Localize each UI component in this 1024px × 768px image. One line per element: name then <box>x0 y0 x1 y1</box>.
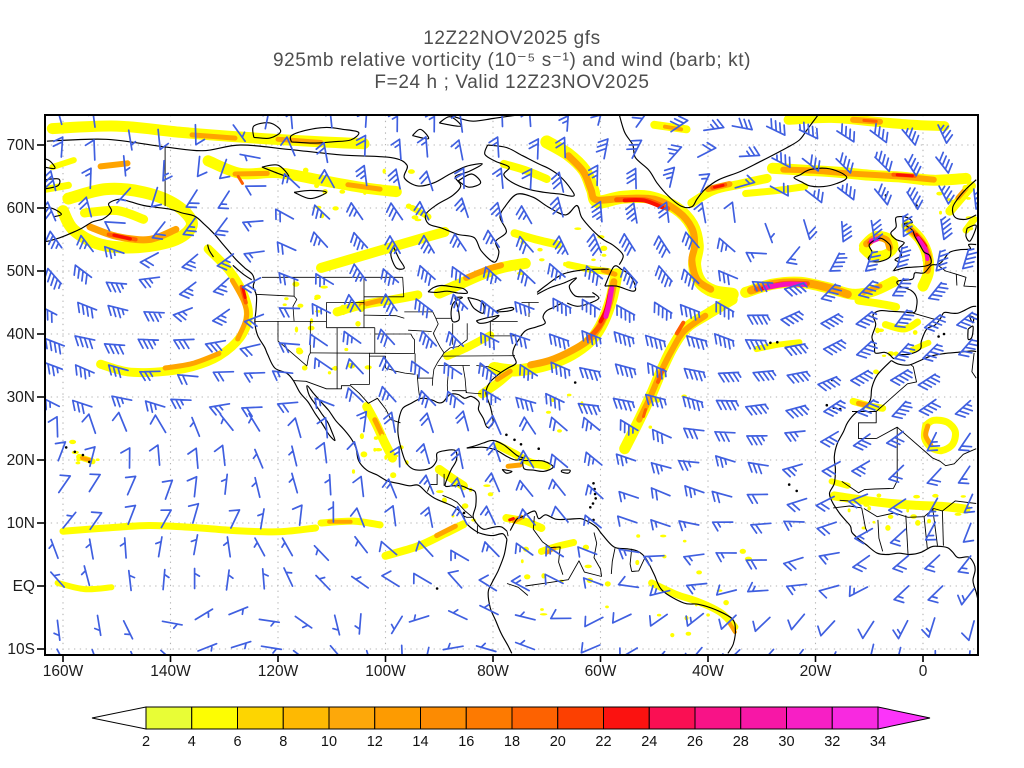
wind-barbs <box>45 115 978 655</box>
colorbar-tick-label: 30 <box>778 734 794 750</box>
colorbar-tick-label: 34 <box>870 734 886 750</box>
lon-tick-label: 40W <box>692 663 724 680</box>
colorbar-tick-label: 2 <box>142 734 150 750</box>
colorbar-segment <box>648 706 696 730</box>
colorbar-segment <box>374 706 421 730</box>
lon-tick-label: 120W <box>258 663 299 680</box>
colorbar-segment <box>465 706 513 730</box>
lon-tick-label: 100W <box>365 663 406 680</box>
colorbar-segment <box>511 706 559 730</box>
colorbar-tick-label: 22 <box>595 734 611 750</box>
colorbar-segment <box>786 706 833 730</box>
colorbar-segment <box>145 706 193 730</box>
lat-tick-label: 20N <box>7 452 35 469</box>
lon-tick-label: 60W <box>585 663 617 680</box>
colorbar-tick-label: 24 <box>641 734 657 750</box>
colorbar-tick-label: 8 <box>279 734 287 750</box>
colorbar-segment <box>831 706 879 730</box>
colorbar-tick-label: 26 <box>687 734 703 750</box>
colorbar-segment <box>420 706 467 730</box>
lat-tick-label: 10S <box>7 641 35 658</box>
colorbar-tick-label: 14 <box>412 734 428 750</box>
lon-tick-label: 20W <box>800 663 832 680</box>
colorbar-segment <box>191 706 238 730</box>
axis-labels: 70N 60N 50N 40N 30N 20N 10N EQ 10S 160W 140W 120W 10… <box>7 137 928 680</box>
lon-tick-label: 80W <box>477 663 509 680</box>
colorbar-segment <box>237 706 284 730</box>
map-frame <box>37 114 979 662</box>
vorticity-shading <box>45 115 978 638</box>
colorbar-segment <box>282 706 330 730</box>
colorbar-tick-label: 6 <box>233 734 241 750</box>
colorbar-tick-label: 10 <box>321 734 337 750</box>
colorbar-tick-label: 12 <box>367 734 383 750</box>
colorbar-segment <box>694 706 742 730</box>
colorbar-tick-label: 16 <box>458 734 474 750</box>
title-valid-time: F=24 h ; Valid 12Z23NOV2025 <box>374 72 650 93</box>
latlon-grid <box>45 115 978 655</box>
colorbar-tick-label: 20 <box>550 734 566 750</box>
colorbar-segment <box>557 706 604 730</box>
colorbar-left-arrow <box>91 706 147 730</box>
colorbar-segment <box>740 706 787 730</box>
lon-tick-label: 0 <box>919 663 928 680</box>
lat-tick-label: 40N <box>7 326 35 343</box>
title-init-time: 12Z22NOV2025 gfs <box>423 28 601 49</box>
colorbar-tick-label: 28 <box>733 734 749 750</box>
lat-tick-label: 30N <box>7 389 35 406</box>
lat-tick-label: 50N <box>7 263 35 280</box>
title-field: 925mb relative vorticity (10⁻⁵ s⁻¹) and … <box>272 50 752 71</box>
lat-tick-label: 10N <box>7 515 35 532</box>
colorbar-segment <box>328 706 376 730</box>
wind-barb-field <box>45 115 978 655</box>
lat-tick-label: 70N <box>7 137 35 154</box>
lat-tick-label: 60N <box>7 200 35 217</box>
chart-title-block: 12Z22NOV2025 gfs 925mb relative vorticit… <box>0 28 1024 94</box>
lon-tick-label: 160W <box>43 663 84 680</box>
colorbar-right-arrow <box>877 706 931 730</box>
lat-tick-label: EQ <box>13 578 35 595</box>
lon-tick-label: 140W <box>150 663 191 680</box>
colorbar: 2 4 6 8 10 12 14 16 18 20 22 24 26 28 30 32 34 <box>91 706 931 750</box>
colorbar-tick-label: 32 <box>824 734 840 750</box>
colorbar-tick-label: 18 <box>504 734 520 750</box>
colorbar-segment <box>603 706 650 730</box>
colorbar-tick-label: 4 <box>188 734 196 750</box>
